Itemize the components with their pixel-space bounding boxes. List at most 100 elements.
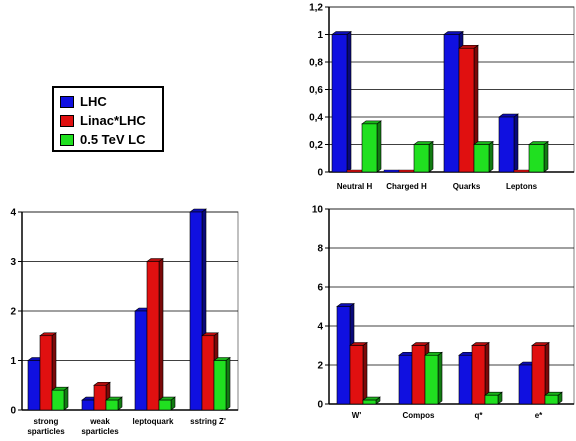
bar-linac-lhc-2 [146,257,164,411]
bar-side [428,140,434,173]
bar-side [488,140,494,173]
bar-front [39,335,53,411]
bar-front [105,399,119,411]
bar-linac-lhc-1 [398,169,415,173]
bar-lhc-1 [383,169,400,173]
bar-side [543,140,549,173]
category-label: leptoquark [133,417,174,426]
y-tick-label: 1 [10,356,16,367]
bar-lhc-0 [331,30,352,173]
bar-linac-lhc-2 [471,341,490,405]
bar-front [361,123,378,173]
bar-0-5-tev-lc-3 [213,356,231,411]
bar-0-5-tev-lc-0 [51,386,69,411]
bar-front [349,345,364,405]
bar-front [213,360,227,411]
y-tick-label: 6 [317,283,323,294]
category-label: sstring Z' [190,417,226,426]
bar-linac-lhc-0 [346,169,363,173]
legend-label-linac-lhc: Linac*LHC [80,113,146,128]
bar-front [458,47,475,173]
legend-swatch-linac-lhc [60,114,74,127]
bar-front [473,144,490,173]
bar-front [443,34,460,173]
bar-0-5-tev-lc-3 [528,140,549,173]
bar-front [331,34,348,173]
y-tick-label: 1,2 [309,3,323,14]
bar-0-5-tev-lc-2 [158,396,176,411]
legend: LHC Linac*LHC 0.5 TeV LC [52,86,164,152]
bar-front [498,116,515,173]
bar-front [27,360,41,411]
bar-front [513,169,530,173]
y-tick-label: 8 [317,244,323,255]
bar-front [471,345,486,405]
bar-0-5-tev-lc-2 [484,391,503,405]
bar-front [383,169,400,173]
bar-0-5-tev-lc-2 [473,140,494,173]
bar-front [189,211,203,411]
legend-item-linac-lhc: Linac*LHC [60,111,156,130]
y-tick-label: 4 [317,322,323,333]
category-label: e* [535,411,543,420]
bar-front [518,364,533,405]
bar-side [513,113,519,173]
bar-front [336,306,351,405]
category-label: sparticles [81,427,119,436]
bar-front [362,399,377,405]
bar-front [51,389,65,411]
bar-front [398,354,413,405]
bar-0-5-tev-lc-0 [362,396,381,405]
bar-front [346,169,363,173]
bar-front [531,345,546,405]
bar-0-5-tev-lc-1 [424,351,443,405]
bar-side [437,351,443,405]
category-label: sparticles [27,427,65,436]
y-tick-label: 4 [10,208,16,219]
legend-item-lc: 0.5 TeV LC [60,130,156,149]
bar-linac-lhc-3 [513,169,530,173]
y-tick-label: 2 [317,361,323,372]
bar-side [63,386,69,411]
category-label: Compos [403,411,436,420]
bar-front [484,394,499,405]
category-label: W' [352,411,362,420]
legend-swatch-lc [60,133,74,146]
legend-label-lhc: LHC [80,94,107,109]
bar-front [398,169,415,173]
chart-sparticles-leptoquark: 01234strongsparticlesweaksparticleslepto… [10,208,239,436]
y-tick-label: 1 [317,30,323,41]
legend-item-lhc: LHC [60,92,156,111]
bar-linac-lhc-3 [531,341,550,405]
bar-side [158,257,164,411]
bar-front [201,335,215,411]
category-label: strong [34,417,59,426]
y-tick-label: 0,8 [309,58,323,69]
category-label: Quarks [453,182,481,191]
bar-front [528,144,545,173]
bar-front [424,354,439,405]
y-tick-label: 0 [10,406,16,417]
y-tick-label: 0,4 [309,113,323,124]
bar-front [544,394,559,405]
bar-side [376,120,382,173]
category-label: Neutral H [337,182,373,191]
chart-higgs-quarks-leptons: 0 0,2 0,4 0,6 0,8 1 1,2 Neutral H Charged H Quark… [309,3,575,191]
bar-0-5-tev-lc-1 [105,396,123,411]
category-label: q* [475,411,484,420]
y-tick-label: 0,2 [309,140,323,151]
chart-w-compos-excited: 0 2 4 6 8 10 W' Compos q* e* [312,205,575,420]
category-label: Charged H [386,182,427,191]
category-label: Leptons [506,182,538,191]
legend-label-lc: 0.5 TeV LC [80,132,146,147]
bar-front [134,310,148,411]
bar-front [81,399,95,411]
bar-linac-lhc-0 [349,341,368,405]
y-tick-label: 3 [10,257,16,268]
bar-0-5-tev-lc-3 [544,391,563,405]
bar-lhc-3 [498,113,519,173]
bar-front [158,399,172,411]
bar-front [146,261,160,411]
bar-front [413,144,430,173]
